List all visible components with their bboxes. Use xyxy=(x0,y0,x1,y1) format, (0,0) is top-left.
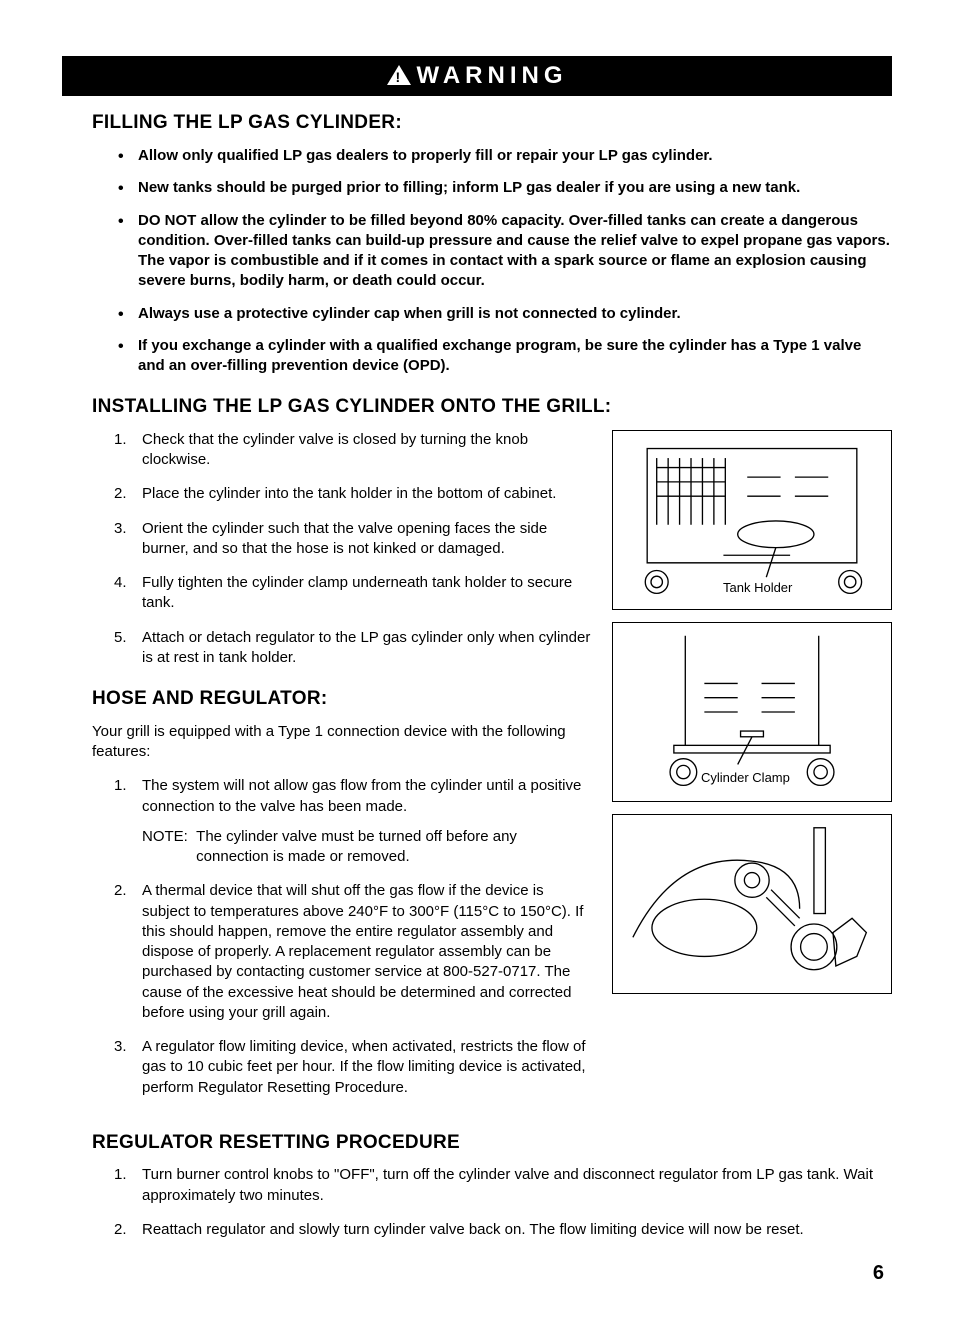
resetting-steps: Turn burner control knobs to "OFF", turn… xyxy=(62,1165,892,1240)
step-item: Place the cylinder into the tank holder … xyxy=(114,484,592,504)
step-item: A regulator flow limiting device, when a… xyxy=(114,1037,592,1098)
installing-steps: Check that the cylinder valve is closed … xyxy=(62,430,592,668)
step-text: The system will not allow gas flow from … xyxy=(142,777,581,814)
bullet-item: Allow only qualified LP gas dealers to p… xyxy=(118,146,892,166)
filling-bullets: Allow only qualified LP gas dealers to p… xyxy=(62,146,892,376)
diagram-label: Cylinder Clamp xyxy=(701,769,790,787)
note-label: NOTE: xyxy=(142,827,196,868)
diagram-cylinder-clamp: Cylinder Clamp xyxy=(612,622,892,802)
note-text: The cylinder valve must be turned off be… xyxy=(196,827,592,868)
bullet-item: If you exchange a cylinder with a qualif… xyxy=(118,336,892,377)
step-item: Reattach regulator and slowly turn cylin… xyxy=(114,1220,892,1240)
section-installing-title: INSTALLING THE LP GAS CYLINDER ONTO THE … xyxy=(62,394,892,420)
diagram-label: Tank Holder xyxy=(723,579,792,597)
section-hose-title: HOSE AND REGULATOR: xyxy=(62,686,592,712)
step-item: Fully tighten the cylinder clamp underne… xyxy=(114,573,592,614)
hose-intro: Your grill is equipped with a Type 1 con… xyxy=(62,722,592,763)
bullet-item: Always use a protective cylinder cap whe… xyxy=(118,304,892,324)
tank-holder-svg xyxy=(621,439,883,601)
regulator-svg xyxy=(621,823,883,985)
section-resetting-title: REGULATOR RESETTING PROCEDURE xyxy=(62,1130,892,1156)
step-item: Orient the cylinder such that the valve … xyxy=(114,519,592,560)
warning-icon xyxy=(387,65,411,85)
diagram-regulator xyxy=(612,814,892,994)
note-block: NOTE: The cylinder valve must be turned … xyxy=(142,827,592,868)
warning-text: WARNING xyxy=(417,60,568,92)
step-item: Check that the cylinder valve is closed … xyxy=(114,430,592,471)
bullet-item: New tanks should be purged prior to fill… xyxy=(118,178,892,198)
step-item: The system will not allow gas flow from … xyxy=(114,776,592,867)
step-item: Turn burner control knobs to "OFF", turn… xyxy=(114,1165,892,1206)
hose-steps: The system will not allow gas flow from … xyxy=(62,776,592,1098)
step-item: Attach or detach regulator to the LP gas… xyxy=(114,628,592,669)
warning-banner: WARNING xyxy=(62,56,892,96)
section-filling-title: FILLING THE LP GAS CYLINDER: xyxy=(62,110,892,136)
bullet-item: DO NOT allow the cylinder to be filled b… xyxy=(118,211,892,292)
page-number: 6 xyxy=(62,1260,892,1287)
diagram-tank-holder: Tank Holder xyxy=(612,430,892,610)
step-item: A thermal device that will shut off the … xyxy=(114,881,592,1023)
